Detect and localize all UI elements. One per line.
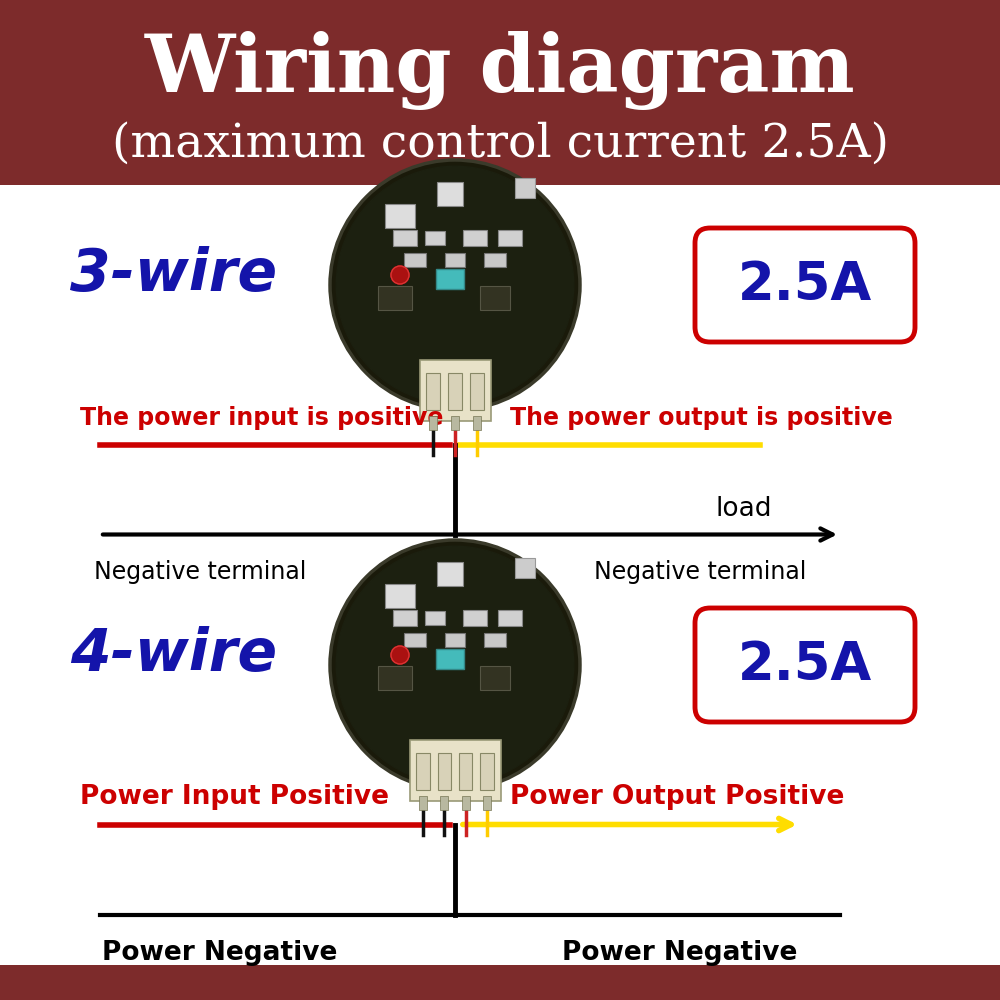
Text: load: load — [715, 497, 772, 522]
FancyBboxPatch shape — [385, 584, 415, 608]
FancyBboxPatch shape — [484, 253, 506, 267]
Text: Power Negative: Power Negative — [562, 940, 798, 966]
FancyBboxPatch shape — [695, 228, 915, 342]
Text: Power Negative: Power Negative — [102, 940, 338, 966]
FancyBboxPatch shape — [480, 752, 494, 790]
FancyBboxPatch shape — [437, 562, 463, 586]
Text: The power input is positive: The power input is positive — [80, 406, 443, 430]
FancyBboxPatch shape — [463, 609, 487, 626]
FancyBboxPatch shape — [473, 416, 481, 430]
FancyBboxPatch shape — [515, 558, 535, 578]
FancyBboxPatch shape — [393, 609, 417, 626]
Circle shape — [330, 540, 580, 790]
FancyBboxPatch shape — [426, 372, 440, 410]
Bar — [0, 965, 1000, 1000]
FancyBboxPatch shape — [404, 253, 426, 267]
FancyBboxPatch shape — [410, 740, 501, 800]
Circle shape — [330, 160, 580, 410]
FancyBboxPatch shape — [695, 608, 915, 722]
FancyBboxPatch shape — [445, 253, 465, 267]
Text: 2.5A: 2.5A — [738, 259, 872, 311]
Circle shape — [391, 266, 409, 284]
FancyBboxPatch shape — [484, 633, 506, 647]
FancyBboxPatch shape — [470, 372, 484, 410]
FancyBboxPatch shape — [451, 416, 459, 430]
FancyBboxPatch shape — [436, 649, 464, 669]
Circle shape — [336, 166, 574, 404]
Circle shape — [336, 546, 574, 784]
FancyBboxPatch shape — [462, 796, 470, 810]
Text: 3-wire: 3-wire — [70, 246, 277, 304]
FancyBboxPatch shape — [448, 372, 462, 410]
FancyBboxPatch shape — [480, 666, 510, 690]
FancyBboxPatch shape — [385, 204, 415, 228]
FancyBboxPatch shape — [404, 633, 426, 647]
FancyBboxPatch shape — [420, 360, 490, 421]
FancyBboxPatch shape — [437, 182, 463, 206]
FancyBboxPatch shape — [438, 752, 451, 790]
Text: Power Output Positive: Power Output Positive — [510, 784, 844, 810]
Text: The power output is positive: The power output is positive — [510, 406, 893, 430]
FancyBboxPatch shape — [480, 286, 510, 310]
Text: 2.5A: 2.5A — [738, 639, 872, 691]
Circle shape — [391, 646, 409, 664]
Text: 4-wire: 4-wire — [70, 626, 277, 684]
FancyBboxPatch shape — [498, 609, 522, 626]
Bar — [0, 0, 1000, 185]
FancyBboxPatch shape — [393, 230, 417, 245]
FancyBboxPatch shape — [498, 230, 522, 245]
FancyBboxPatch shape — [483, 796, 491, 810]
FancyBboxPatch shape — [445, 633, 465, 647]
FancyBboxPatch shape — [378, 666, 412, 690]
Text: Negative terminal: Negative terminal — [594, 560, 806, 584]
FancyBboxPatch shape — [429, 416, 437, 430]
FancyBboxPatch shape — [416, 752, 430, 790]
FancyBboxPatch shape — [515, 178, 535, 198]
FancyBboxPatch shape — [425, 231, 445, 244]
FancyBboxPatch shape — [463, 230, 487, 245]
Text: Power Input Positive: Power Input Positive — [80, 784, 389, 810]
FancyBboxPatch shape — [378, 286, 412, 310]
FancyBboxPatch shape — [459, 752, 472, 790]
Text: Wiring diagram: Wiring diagram — [145, 31, 855, 110]
Text: (maximum control current 2.5A): (maximum control current 2.5A) — [112, 122, 889, 167]
FancyBboxPatch shape — [425, 610, 445, 624]
FancyBboxPatch shape — [436, 269, 464, 289]
Text: Negative terminal: Negative terminal — [94, 560, 306, 584]
FancyBboxPatch shape — [440, 796, 448, 810]
FancyBboxPatch shape — [419, 796, 427, 810]
